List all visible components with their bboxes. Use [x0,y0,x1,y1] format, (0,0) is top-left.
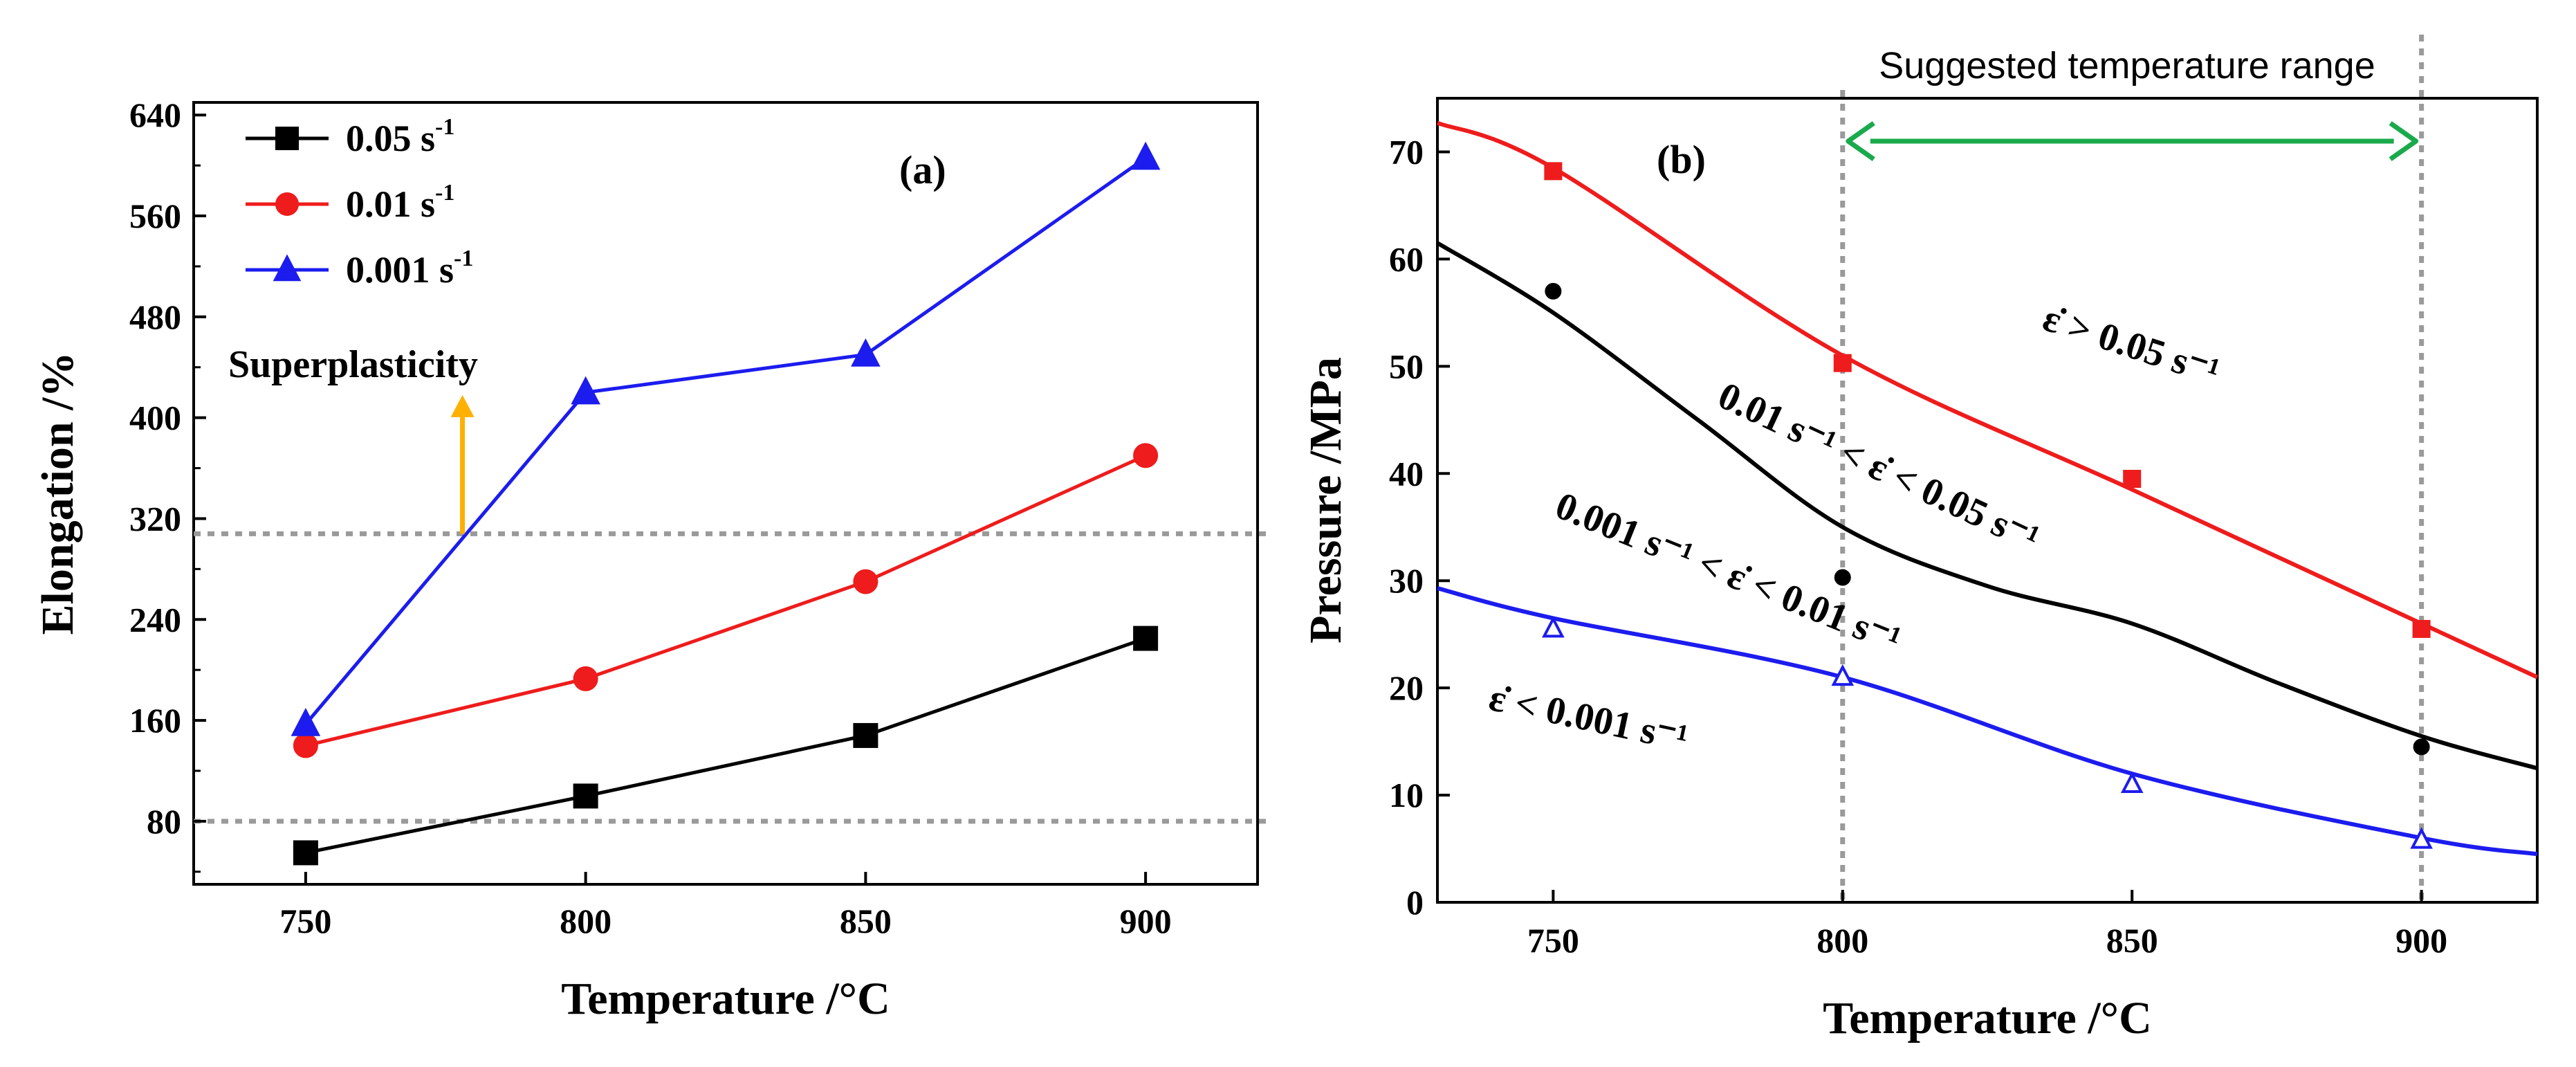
x-tick-label: 850 [840,902,892,940]
range-arrow-right-head [2389,121,2419,161]
strain-rate-region-label: ε̇ > 0.05 s⁻¹ [2038,296,2225,394]
panel-b-pressure-chart: 750 800 850 900 0 10 20 30 40 50 60 70 Suggested te… [1300,35,2539,1043]
panel-a-series [291,141,1161,866]
panel-b-points [1542,162,2433,849]
data-point [1542,616,1565,638]
superplasticity-label: Superplasticity [228,343,478,386]
data-point [2413,738,2430,756]
y-tick-label: 400 [129,399,181,437]
panel-a-y-axis-title: Elongation /% [33,352,83,635]
data-point [1833,354,1852,372]
panel-b-curves [1436,120,2539,857]
y-tick-label: 20 [1389,668,1424,707]
legend-label: 0.01 s-1 [346,180,454,225]
strain-rate-region-label: 0.001 s⁻¹ < ε̇ < 0.01 s⁻¹ [1549,484,1907,662]
y-tick-label: 320 [129,499,181,538]
data-point [573,783,598,809]
y-tick-label: 640 [129,95,181,134]
range-arrow-left-head [1846,121,1875,161]
data-point [2412,619,2431,638]
y-tick-label: 0 [1406,883,1424,922]
legend-label: 0.001 s-1 [346,246,473,291]
data-point [1831,664,1855,686]
panel-a-x-axis-title: Temperature /°C [561,974,890,1024]
panel-a-elongation-chart: 750 800 850 900 80 160 240 320 400 480 560 640 Supe… [33,95,1266,1024]
y-tick-label: 30 [1389,561,1424,600]
y-tick-label: 50 [1389,347,1424,385]
x-tick-label: 850 [2106,921,2158,960]
data-point [293,733,318,758]
legend-label: 0.05 s-1 [346,114,454,159]
series-line [305,454,1147,747]
x-tick-label: 800 [1816,921,1868,960]
panel-b-plot-frame [1436,97,2539,904]
x-tick-label: 750 [1527,921,1579,960]
panel-a-plot-frame [192,101,1259,886]
fit-curve [1436,120,2539,680]
panel-b-y-axis-title: Pressure /MPa [1300,357,1351,644]
panel-b-suggested-range: Suggested temperature range [1840,35,2419,161]
y-tick-label: 60 [1389,239,1424,278]
x-tick-label: 750 [279,902,331,940]
y-tick-label: 40 [1389,454,1424,493]
data-point [1130,141,1161,170]
legend-marker [275,192,299,216]
panel-b-x-axis-title: Temperature /°C [1823,993,2152,1043]
data-point [2120,771,2144,794]
data-point [1545,282,1562,300]
data-point [1834,569,1851,586]
x-tick-label: 900 [2395,921,2447,960]
panel-a-ticks: 750 800 850 900 80 160 240 320 400 480 560 640 [129,95,1172,940]
superplasticity-arrow-head [450,394,475,417]
data-point [853,722,878,748]
data-point [291,708,321,736]
panel-a-superplasticity-annotation: Superplasticity [228,343,478,534]
y-tick-label: 10 [1389,776,1424,814]
series-line [305,637,1146,855]
y-tick-label: 80 [147,802,181,841]
strain-rate-region-label: ε̇ < 0.001 s⁻¹ [1485,676,1691,760]
y-tick-label: 240 [129,600,181,639]
x-tick-label: 900 [1120,902,1172,940]
y-tick-label: 560 [129,197,181,235]
data-point [2123,470,2142,489]
panel-a-legend: 0.05 s-1 0.01 s-1 0.001 s-1 [246,114,473,291]
y-tick-label: 480 [129,298,181,336]
legend-marker [273,254,302,282]
x-tick-label: 800 [560,902,611,940]
panel-b-temperature-range-lines [1840,35,2425,902]
panel-b-strain-rate-regions: ε̇ > 0.05 s⁻¹0.01 s⁻¹ < ε̇ < 0.05 s⁻¹0.0… [1485,296,2225,760]
panel-a-reference-lines [194,531,1266,824]
data-point [573,666,598,691]
data-point [1133,626,1159,651]
y-tick-label: 70 [1389,132,1424,171]
y-tick-label: 160 [129,701,181,740]
series-line [304,156,1147,726]
legend-marker [275,127,299,150]
data-point [853,569,878,594]
range-label-background [1840,35,2414,90]
data-point [571,376,600,405]
fit-curve [1436,241,2538,771]
range-label: Suggested temperature range [1879,45,2375,86]
data-point [1133,443,1159,468]
data-point [851,338,881,367]
data-point [2410,827,2433,849]
panel-b-label: (b) [1657,137,1706,182]
panel-b-ticks: 750 800 850 900 0 10 20 30 40 50 60 70 [1389,132,2447,960]
panel-a-label: (a) [899,147,946,192]
data-point [1544,162,1563,181]
data-point [293,840,318,866]
